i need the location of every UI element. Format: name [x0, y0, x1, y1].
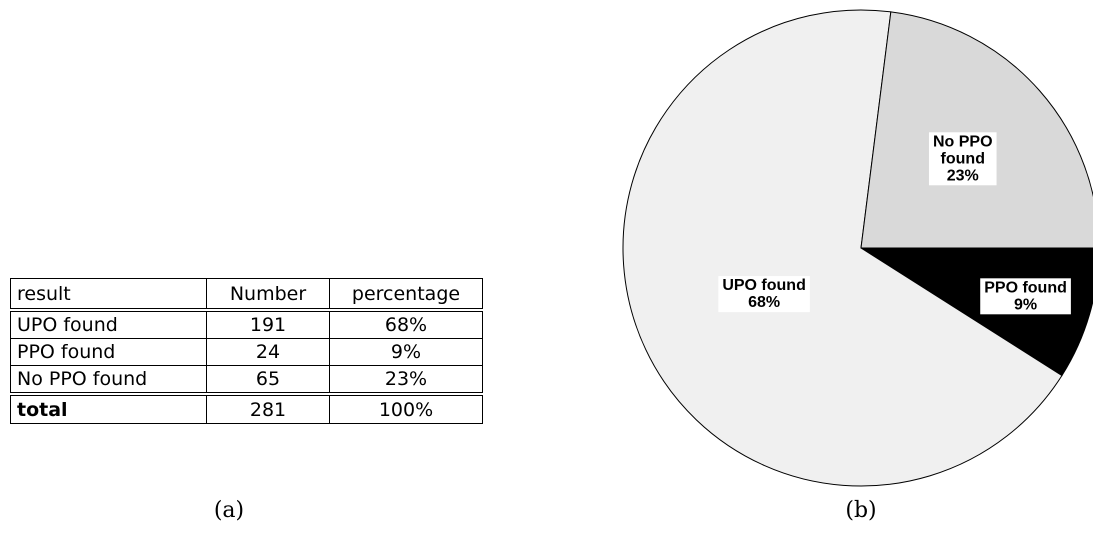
label-background [718, 276, 810, 313]
header-cell: Number [206, 278, 330, 312]
row: UPO found 191 68% [10, 309, 483, 339]
pie-slice [860, 11, 1093, 249]
slice-label-value: 9% [1014, 296, 1037, 313]
label-line: No PPO [933, 133, 993, 150]
cell: 100% [329, 393, 483, 424]
cell: 23% [329, 365, 483, 396]
slice-label-name: PPO found [984, 279, 1067, 296]
cell: 281 [206, 393, 330, 424]
header-cell: result [10, 278, 207, 312]
cell: 24 [206, 338, 330, 366]
pie-slice [622, 9, 1063, 487]
slice-label-name: UPO found [722, 277, 806, 294]
header-row: result Number percentage [10, 278, 483, 312]
slice-label-name: No PPO found [933, 133, 993, 167]
cell: No PPO found [10, 365, 207, 396]
results-table: result Number percentage UPO found 191 6… [10, 278, 483, 424]
label-line: UPO found [722, 277, 806, 294]
total-row: total 281 100% [10, 393, 483, 424]
caption: (a) [213, 498, 245, 523]
label-line: found [941, 150, 985, 167]
row: PPO found 24 9% [10, 338, 483, 366]
cell: UPO found [10, 309, 207, 339]
slice-label-value: 68% [748, 294, 780, 311]
cell: total [10, 393, 207, 424]
row: No PPO found 65 23% [10, 365, 483, 396]
label-background [928, 132, 997, 186]
cell: 68% [329, 309, 483, 339]
label-background [980, 278, 1071, 315]
label-line: PPO found [984, 279, 1067, 296]
cell: 9% [329, 338, 483, 366]
caption: (b) [845, 498, 877, 523]
header-cell: percentage [329, 278, 483, 312]
cell: PPO found [10, 338, 207, 366]
slice-label-value: 23% [947, 167, 979, 184]
cell: 65 [206, 365, 330, 396]
